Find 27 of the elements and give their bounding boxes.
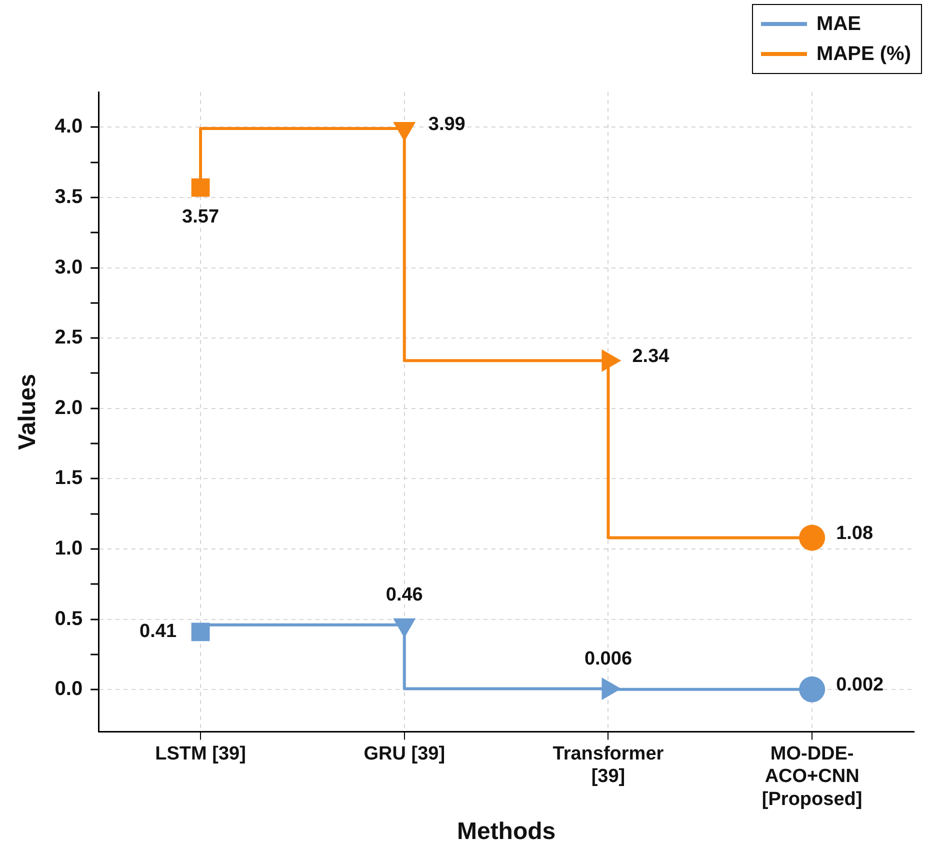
y-tick-label: 0.0: [54, 678, 83, 700]
x-tick-label: MO-DDE-ACO+CNN [Proposed]: [762, 743, 862, 810]
x-tick-label: LSTM [39]: [155, 743, 246, 764]
y-tick-label: 3.0: [54, 256, 83, 278]
x-tick-label: Transformer [39]: [552, 743, 664, 788]
y-tick-label: 2.0: [54, 396, 83, 419]
data-label: 0.41: [140, 621, 177, 642]
data-label: 0.002: [836, 674, 884, 696]
data-label: 3.99: [428, 114, 466, 135]
y-tick-label: 1.0: [54, 538, 83, 560]
x-tick-label: GRU [39]: [364, 743, 446, 764]
y-tick-label: 2.5: [54, 326, 83, 349]
x-axis-title: Methods: [456, 818, 556, 846]
data-label: 1.08: [836, 522, 874, 544]
data-label: 0.46: [386, 584, 423, 606]
point: [191, 178, 210, 197]
data-label: 0.006: [584, 648, 632, 670]
y-tick-label: 4.0: [54, 116, 83, 138]
data-label: 2.34: [632, 346, 670, 367]
y-tick-label: 3.5: [54, 186, 83, 208]
point: [191, 622, 210, 642]
legend-label: MAPE (%): [816, 42, 911, 66]
y-tick-label: 0.5: [54, 608, 83, 630]
y-tick-label: 1.5: [54, 467, 83, 490]
data-label: 3.57: [182, 206, 220, 228]
legend-label: MAE: [816, 12, 861, 36]
y-axis-title: Values: [14, 374, 42, 450]
